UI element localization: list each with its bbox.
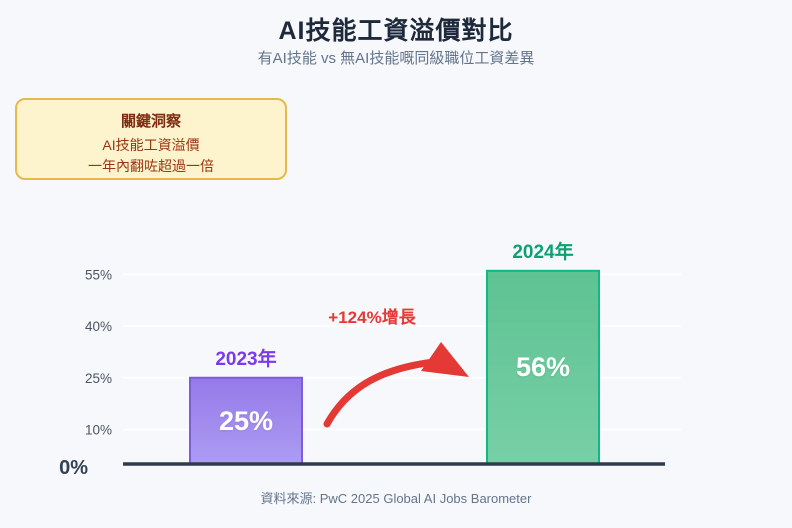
insight-heading: 關鍵洞察 (120, 113, 181, 130)
y-tick-25%: 25% (85, 371, 112, 386)
growth-arrow-head-icon (421, 342, 469, 377)
growth-annotation: +124%增長 (328, 308, 416, 327)
y-tick-0%: 0% (59, 457, 88, 479)
bar-value-2023: 25% (218, 405, 274, 436)
page-title: AI技能工資溢價對比 (278, 17, 514, 45)
growth-arrow-curve (323, 358, 438, 428)
source-note: 資料來源: PwC 2025 Global AI Jobs Barometer (260, 491, 532, 506)
bar-label-2024: 2024年 (512, 241, 574, 263)
insight-line-2: 一年內翻咗超過一倍 (88, 158, 214, 174)
y-tick-55%: 55% (85, 267, 112, 282)
insight-line-1: AI技能工資溢價 (102, 137, 200, 153)
page-subtitle: 有AI技能 vs 無AI技能嘅同級職位工資差異 (257, 50, 535, 67)
y-tick-10%: 10% (85, 423, 112, 438)
bar-value-2024: 56% (515, 352, 571, 383)
insight-box: 關鍵洞察 AI技能工資溢價 一年內翻咗超過一倍 (15, 98, 287, 180)
bar-label-2023: 2023年 (215, 348, 277, 370)
y-tick-40%: 40% (85, 319, 112, 334)
